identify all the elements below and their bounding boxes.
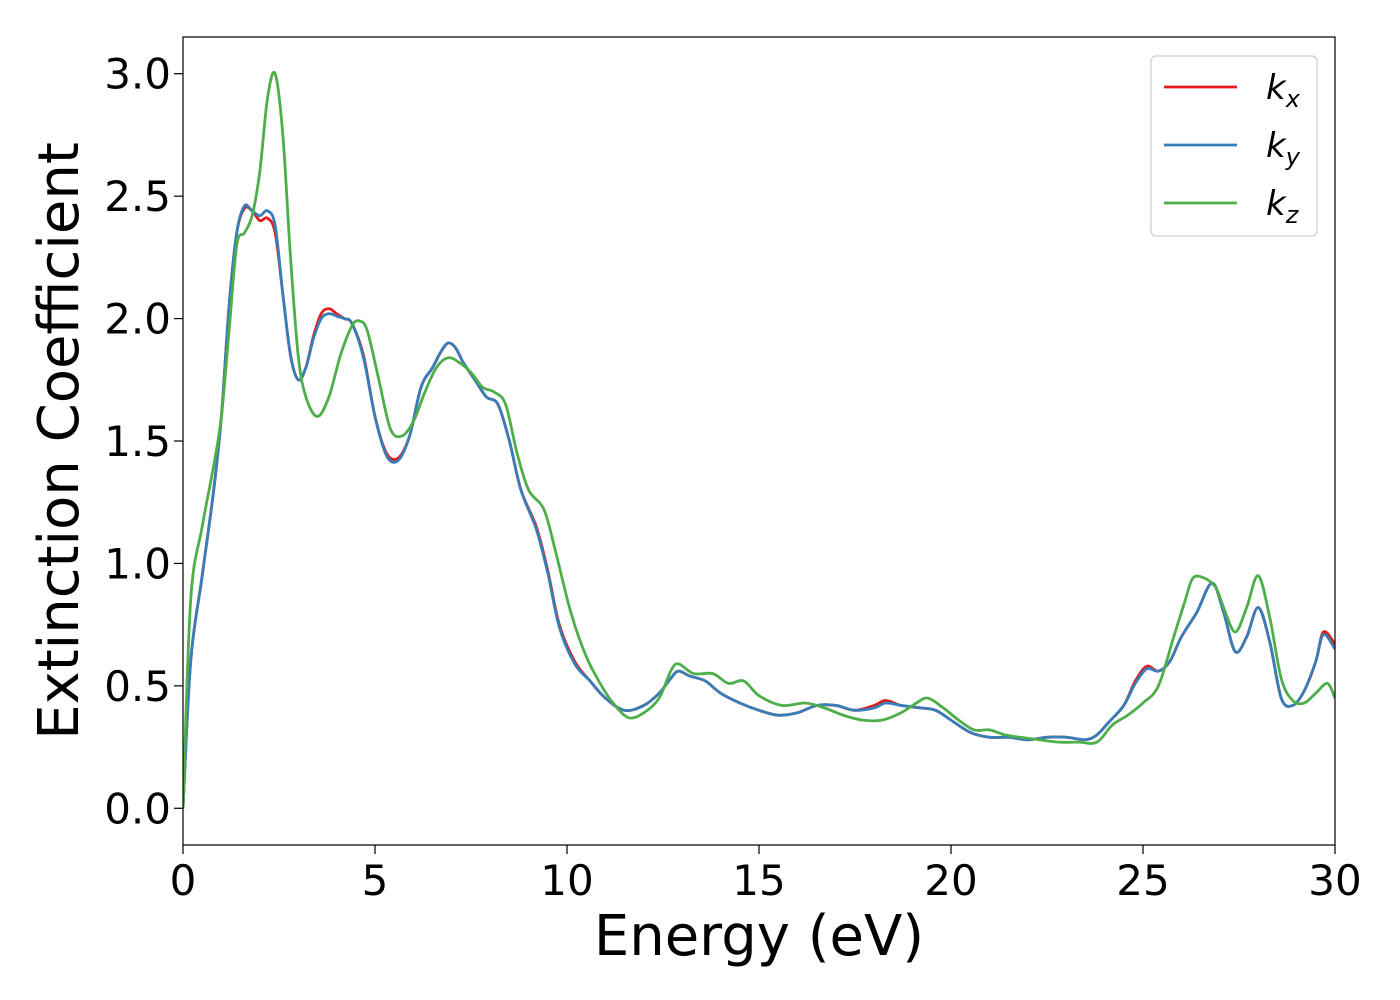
y-tick-label: 3.0 (104, 50, 171, 99)
legend-label-kx: kx (1266, 68, 1301, 113)
series-lines (183, 70, 1335, 809)
y-tick-label: 0.0 (104, 784, 171, 833)
x-tick-label: 30 (1308, 856, 1361, 905)
series-line-kx (183, 205, 1335, 809)
x-tick-label: 25 (1116, 856, 1169, 905)
y-axis-title: Extinction Coefficient (27, 142, 92, 740)
y-tick-label: 0.5 (104, 662, 171, 711)
x-tick-label: 0 (170, 856, 197, 905)
x-tick-label: 5 (362, 856, 389, 905)
x-axis-title: Energy (eV) (594, 904, 924, 969)
y-tick-label: 2.5 (104, 172, 171, 221)
y-tick-label: 1.0 (104, 539, 171, 588)
legend-label-kz: kz (1266, 184, 1300, 229)
legend-label-ky: ky (1266, 126, 1301, 171)
series-line-ky (183, 203, 1335, 809)
series-line-kz (183, 70, 1335, 809)
y-tick-label: 2.0 (104, 295, 171, 344)
axis-ticks: 0 5 10 15 20 25 30 0.0 0.5 1.0 1.5 2.0 2.5 3.0 (104, 50, 1362, 905)
x-tick-label: 20 (924, 856, 977, 905)
x-tick-label: 10 (540, 856, 593, 905)
x-tick-label: 15 (732, 856, 785, 905)
y-tick-label: 1.5 (104, 417, 171, 466)
legend: kx ky kz (1150, 55, 1318, 237)
